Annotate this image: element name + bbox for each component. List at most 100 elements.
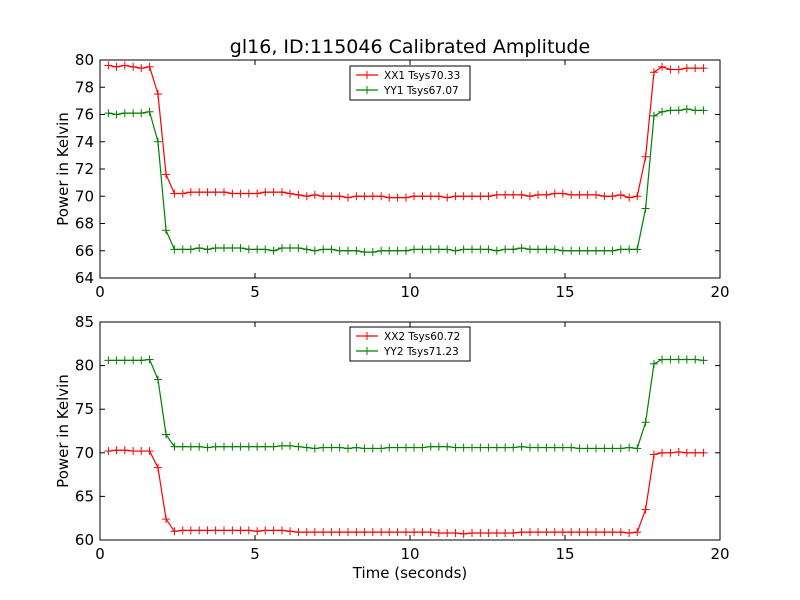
data-point: [129, 356, 138, 365]
data-point: [377, 246, 386, 255]
data-point: [360, 248, 369, 257]
data-point: [170, 189, 179, 198]
data-point: [625, 443, 634, 452]
data-point: [410, 528, 419, 537]
data-point: [244, 189, 253, 198]
data-point: [385, 246, 394, 255]
data-point: [575, 190, 584, 199]
y-axis-label: Power in Kelvin: [54, 374, 72, 488]
data-point: [674, 65, 683, 74]
data-point: [666, 355, 675, 364]
data-point: [517, 442, 526, 451]
data-point: [277, 188, 286, 197]
data-point: [658, 62, 667, 71]
data-point: [269, 188, 278, 197]
data-point: [137, 64, 146, 73]
data-point: [104, 109, 113, 118]
data-point: [616, 528, 625, 537]
data-point: [410, 192, 419, 201]
data-point: [269, 442, 278, 451]
data-point: [261, 442, 270, 451]
data-point: [368, 444, 377, 453]
data-point: [401, 246, 410, 255]
data-point: [393, 528, 402, 537]
y-tick-label: 75: [75, 400, 94, 418]
data-point: [501, 190, 510, 199]
data-point: [575, 246, 584, 255]
legend: XX2 Tsys60.72 YY2 Tsys71.23: [349, 326, 471, 362]
data-point: [178, 189, 187, 198]
data-point: [641, 204, 650, 213]
data-point: [525, 443, 534, 452]
data-point: [691, 355, 700, 364]
data-point: [377, 444, 386, 453]
data-point: [344, 444, 352, 453]
data-point: [153, 375, 162, 384]
x-tick-label: 15: [555, 545, 574, 563]
data-point: [344, 193, 352, 202]
data-point: [699, 448, 708, 457]
data-point: [468, 245, 476, 254]
data-point: [310, 444, 319, 453]
data-point: [699, 106, 708, 115]
data-point: [542, 443, 551, 452]
data-point: [592, 190, 600, 199]
data-point: [583, 246, 592, 255]
data-point: [517, 244, 526, 253]
data-point: [641, 505, 650, 514]
data-point: [583, 190, 592, 199]
data-point: [434, 529, 443, 538]
data-point: [393, 193, 402, 202]
y-tick-label: 70: [75, 444, 94, 462]
data-point: [393, 443, 402, 452]
data-point: [319, 443, 328, 452]
data-point: [558, 528, 567, 537]
data-point: [401, 443, 410, 452]
data-point: [542, 245, 551, 254]
data-point: [352, 528, 361, 537]
data-point: [608, 528, 617, 537]
data-point: [600, 246, 609, 255]
data-point: [261, 245, 270, 254]
data-point: [616, 245, 625, 254]
legend-entry: XX2 Tsys60.72: [356, 331, 460, 343]
data-point: [145, 62, 154, 71]
data-point: [186, 188, 195, 197]
data-point: [401, 528, 410, 537]
data-point: [443, 245, 452, 254]
data-point: [120, 446, 129, 455]
legend-entry: YY1 Tsys67.07: [356, 85, 459, 97]
data-point: [186, 442, 195, 451]
data-point: [492, 443, 501, 452]
data-point: [451, 246, 460, 255]
data-point: [360, 444, 369, 453]
data-point: [691, 448, 700, 457]
data-point: [220, 442, 228, 451]
data-point: [335, 246, 344, 255]
data-point: [368, 528, 377, 537]
data-point: [658, 355, 667, 364]
data-point: [468, 443, 476, 452]
data-point: [203, 188, 212, 197]
y-tick-label: 76: [75, 106, 94, 124]
data-point: [649, 111, 658, 120]
data-point: [253, 527, 262, 536]
data-point: [137, 447, 146, 456]
y-tick-label: 70: [75, 187, 94, 205]
data-point: [674, 447, 683, 456]
data-point: [418, 528, 427, 537]
x-tick-label: 5: [250, 283, 260, 301]
data-point: [129, 62, 138, 71]
data-point: [426, 528, 435, 537]
data-point: [104, 61, 113, 70]
data-point: [344, 528, 352, 537]
data-point: [567, 246, 576, 255]
data-point: [195, 442, 204, 451]
data-point: [310, 246, 319, 255]
data-point: [600, 192, 609, 201]
data-point: [310, 190, 319, 199]
data-point: [534, 528, 543, 537]
data-point: [682, 355, 691, 364]
data-point: [410, 245, 419, 254]
data-point: [220, 244, 228, 253]
